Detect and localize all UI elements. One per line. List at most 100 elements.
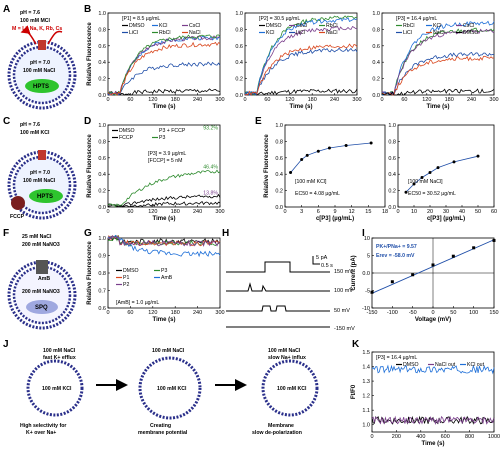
annotation: [P3] = 3.9 µg/mL — [148, 151, 186, 157]
chart-d: 0 60 120 180 240 300 0.0 0.2 0.4 0.6 0.8 1.0 Time (s… — [87, 123, 225, 222]
data-point — [369, 141, 373, 145]
data-point — [300, 157, 304, 161]
data-point — [451, 254, 455, 258]
y-tick-label: 0.8 — [275, 139, 283, 145]
series-line-kcl — [382, 20, 495, 96]
plot-frame — [381, 12, 495, 96]
j2-in-salt: 100 mM KCl — [157, 386, 187, 392]
y-axis-label: Relative Fluorescence — [264, 134, 270, 198]
x-tick-label: 240 — [193, 209, 202, 215]
x-tick-label: 60 — [264, 97, 270, 103]
chart-b2: 0 60 120 180 240 300 0.0 0.2 0.4 0.6 0.8 1.0 Time (s… — [235, 11, 361, 110]
x-tick-label: 12 — [349, 209, 355, 215]
series-line-dmso — [107, 201, 221, 208]
end-label: 93.2% — [203, 126, 218, 132]
y-tick-label: 0.6 — [372, 44, 380, 50]
x-axis-label: Time (s) — [422, 441, 445, 447]
a-efflux-arrow — [47, 30, 63, 45]
c-out-salt: 100 mM KCl — [20, 130, 50, 136]
panel-letter-g: G — [84, 228, 92, 239]
x-tick-label: 200 — [392, 434, 401, 440]
x-tick-label: 0 — [370, 434, 373, 440]
a-hpts-label: HPTS — [33, 84, 49, 90]
y-tick-label: 1.5 — [362, 350, 370, 356]
j3-vesicle — [261, 359, 319, 417]
a-out-ph: pH = 7.6 — [20, 10, 40, 16]
series-line-rbcl — [244, 15, 358, 96]
x-axis-label: c[P3] (µg/mL) — [316, 216, 354, 222]
x-tick-label: 60 — [127, 97, 133, 103]
series-line-p1 — [107, 234, 221, 247]
f-amb-label: AmB — [38, 276, 50, 282]
x-tick-label: 30 — [443, 209, 449, 215]
y-tick-label: 0.2 — [372, 77, 380, 83]
legend-label: AmB — [161, 275, 173, 281]
x-tick-label: 0 — [106, 209, 109, 215]
ec50-label: EC50 = 4.08 µg/mL — [295, 191, 340, 197]
series-line-rbcl — [107, 34, 221, 96]
h-trace-100mv — [226, 282, 330, 292]
x-tick-label: 40 — [459, 209, 465, 215]
series-line-nacl — [107, 41, 221, 96]
annotation: [100 mM KCl] — [295, 179, 327, 185]
a-in-salt: 100 mM NaCl — [23, 68, 56, 74]
f-spq-dye — [26, 300, 58, 314]
legend-label: LiCl — [296, 30, 305, 36]
j1-vesicle — [26, 359, 84, 417]
y-tick-label: 0.7 — [98, 289, 106, 295]
data-point — [289, 171, 293, 175]
x-tick-label: 60 — [401, 97, 407, 103]
x-tick-label: 20 — [427, 209, 433, 215]
j3-title1: 100 mM NaCl — [268, 348, 301, 354]
annotation: [P2] = 30.5 µg/mL — [259, 16, 300, 22]
x-tick-label: -100 — [387, 310, 398, 316]
y-tick-label: 0.2 — [275, 189, 283, 195]
legend-label: KCl — [159, 23, 167, 29]
y-tick-label: 0.6 — [98, 156, 106, 162]
panel-letter-h: H — [222, 228, 229, 239]
y-tick-label: -10 — [362, 306, 370, 312]
series-line-cscl — [244, 25, 358, 96]
x-tick-label: 0 — [106, 310, 109, 316]
series-line-licl — [381, 51, 495, 96]
x-axis-label: Time (s) — [153, 317, 176, 323]
legend-label: KCl — [433, 23, 441, 29]
y-tick-label: 0.6 — [98, 306, 106, 312]
chart-b3: 0 60 120 180 240 300 0.0 0.2 0.4 0.6 0.8 1.0 Time (s… — [372, 11, 498, 110]
x-tick-label: 3 — [300, 209, 303, 215]
y-tick-label: 0.0 — [275, 205, 283, 211]
data-point — [411, 273, 415, 277]
legend-label: DMSO — [129, 23, 145, 29]
legend-label: LiCl — [129, 30, 138, 36]
end-label: 46.4% — [203, 164, 218, 170]
legend-label: CsCl — [463, 23, 474, 29]
x-tick-label: 0 — [431, 310, 434, 316]
series-line-nacl — [244, 43, 358, 96]
data-point — [390, 280, 394, 284]
legend-label: DMSO — [119, 128, 135, 134]
schematic-j: 100 mM NaCl fast K+ efflux 100 mM KCl Hi… — [20, 348, 319, 436]
x-tick-label: 180 — [445, 97, 454, 103]
j1-title2: fast K+ efflux — [43, 355, 76, 361]
x-tick-label: 180 — [171, 209, 180, 215]
series-line-dmso — [381, 88, 495, 96]
legend-label: DMSO — [403, 362, 419, 368]
annotation-selectivity: PK+/PNa+ = 9.57 — [376, 244, 417, 250]
data-point — [305, 153, 309, 157]
y-tick-label: 0.4 — [98, 172, 106, 178]
y-tick-label: -5 — [365, 289, 370, 295]
legend-label: KCl out — [467, 362, 485, 368]
c-channel — [38, 150, 46, 160]
x-tick-label: 15 — [365, 209, 371, 215]
y-tick-label: 1.2 — [362, 394, 370, 400]
schematic-f: 25 mM NaCl 200 mM NaNO3 AmB 200 mM NaNO3… — [7, 234, 77, 330]
legend-label: P3 + FCCP — [159, 128, 186, 134]
series-line-dmso — [244, 88, 358, 96]
series-line-nacl-out — [371, 415, 495, 425]
legend-label: RbCl — [159, 30, 171, 36]
c-fccp-label: FCCP — [10, 214, 25, 220]
x-tick-label: 300 — [215, 97, 224, 103]
x-tick-label: 180 — [171, 310, 180, 316]
legend-label: P3 — [159, 135, 165, 141]
y-tick-label: 1.3 — [362, 379, 370, 385]
